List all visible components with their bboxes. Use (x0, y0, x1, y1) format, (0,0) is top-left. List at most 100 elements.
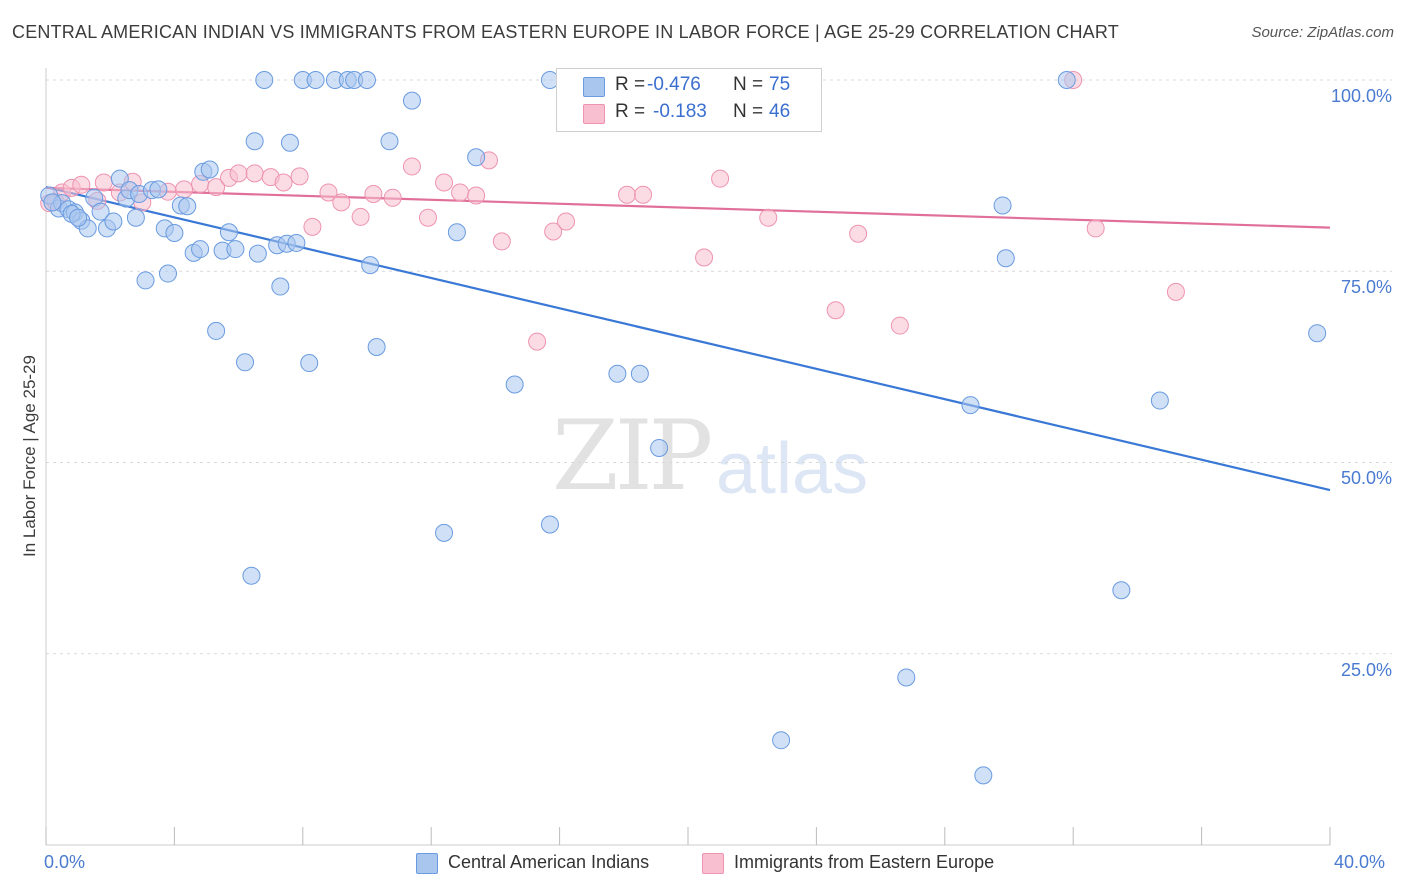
data-point (245, 164, 264, 183)
data-point (974, 766, 993, 785)
data-point (467, 148, 486, 167)
data-point (993, 196, 1012, 215)
data-point (165, 224, 184, 242)
data-point (772, 731, 791, 750)
data-point (451, 183, 470, 202)
data-point (72, 175, 91, 194)
series1-r-value: -0.476 (647, 74, 701, 95)
data-point (447, 223, 466, 242)
data-point (650, 438, 669, 457)
data-point (849, 224, 868, 243)
n-label: N = (733, 74, 764, 95)
data-point (1166, 282, 1185, 301)
data-point (248, 244, 267, 263)
data-point (229, 164, 248, 183)
data-point (544, 222, 563, 241)
legend-row-series2: R = -0.183 N = 46 (557, 101, 821, 127)
data-point (1150, 391, 1169, 410)
x-tick-label-max: 40.0% (1334, 852, 1386, 872)
series2-r-value: -0.183 (653, 101, 707, 122)
data-point (467, 186, 486, 205)
data-point (290, 167, 309, 186)
data-point (505, 375, 524, 394)
data-point (207, 178, 226, 197)
y-tick-label-25: 25.0% (1340, 660, 1392, 680)
data-point (528, 332, 547, 351)
trend-line-series1 (45, 186, 1331, 492)
data-point (402, 157, 421, 176)
data-point (104, 212, 123, 231)
data-point (178, 197, 197, 216)
data-point (557, 212, 576, 231)
data-point (136, 271, 155, 290)
y-tick-label-75: 75.0% (1340, 277, 1392, 297)
data-point (897, 668, 916, 687)
data-point (200, 160, 219, 179)
data-point (236, 353, 255, 372)
data-point (207, 321, 226, 340)
data-point (43, 193, 62, 212)
data-point (110, 169, 129, 188)
x-tick-label-min: 0.0% (44, 852, 86, 872)
data-point (358, 71, 376, 89)
data-point (492, 232, 511, 251)
n-label: N = (733, 101, 764, 122)
data-point (1112, 581, 1131, 600)
data-point (126, 208, 145, 227)
data-point (695, 248, 714, 267)
data-point (91, 202, 110, 221)
data-point (711, 169, 730, 188)
data-point (280, 133, 299, 152)
data-point (540, 515, 559, 534)
data-point (1308, 324, 1327, 343)
data-point (245, 132, 264, 151)
data-point (191, 240, 210, 259)
data-point (226, 240, 245, 259)
r-label: R = (615, 74, 646, 95)
data-point (961, 396, 980, 415)
data-point (435, 173, 454, 192)
data-point (435, 523, 454, 542)
y-tick-label-50: 50.0% (1340, 468, 1392, 488)
bottom-legend-series2-swatch (702, 853, 724, 874)
source-credit: Source: ZipAtlas.com (1251, 24, 1394, 41)
data-point (364, 184, 383, 203)
stats-legend: R = -0.476 N = 75 R = -0.183 N = 46 (556, 68, 822, 132)
data-point (618, 185, 637, 204)
series1-swatch (583, 77, 605, 97)
watermark-atlas: atlas (716, 429, 869, 509)
data-point (367, 337, 386, 356)
trend-line-series2 (45, 186, 1331, 229)
data-point (274, 173, 293, 192)
data-point (826, 301, 845, 320)
data-point (383, 188, 402, 207)
trend-lines (45, 186, 1331, 492)
data-point (69, 208, 88, 227)
data-point (1057, 71, 1076, 89)
data-point (219, 223, 238, 242)
data-point (319, 183, 338, 202)
data-point (759, 208, 778, 227)
bottom-legend-series1-swatch (416, 853, 438, 874)
data-point (890, 316, 909, 335)
data-point (306, 71, 325, 89)
legend-row-series1: R = -0.476 N = 75 (557, 74, 821, 100)
data-point (380, 132, 399, 151)
data-point (271, 277, 290, 296)
data-point (402, 91, 421, 110)
data-point (287, 233, 306, 252)
bottom-legend-series2-label: Immigrants from Eastern Europe (734, 852, 995, 872)
r-label: R = (615, 101, 646, 122)
series-central-american-indians-points (40, 71, 1327, 785)
data-point (175, 180, 194, 199)
data-point (634, 185, 653, 204)
data-point (94, 173, 113, 192)
series2-n-value: 46 (769, 101, 791, 122)
data-point (332, 193, 351, 212)
data-point (158, 264, 177, 283)
axes (45, 68, 1331, 846)
data-point (351, 207, 370, 226)
chart-title: CENTRAL AMERICAN INDIAN VS IMMIGRANTS FR… (12, 22, 1119, 42)
data-point (608, 364, 627, 383)
